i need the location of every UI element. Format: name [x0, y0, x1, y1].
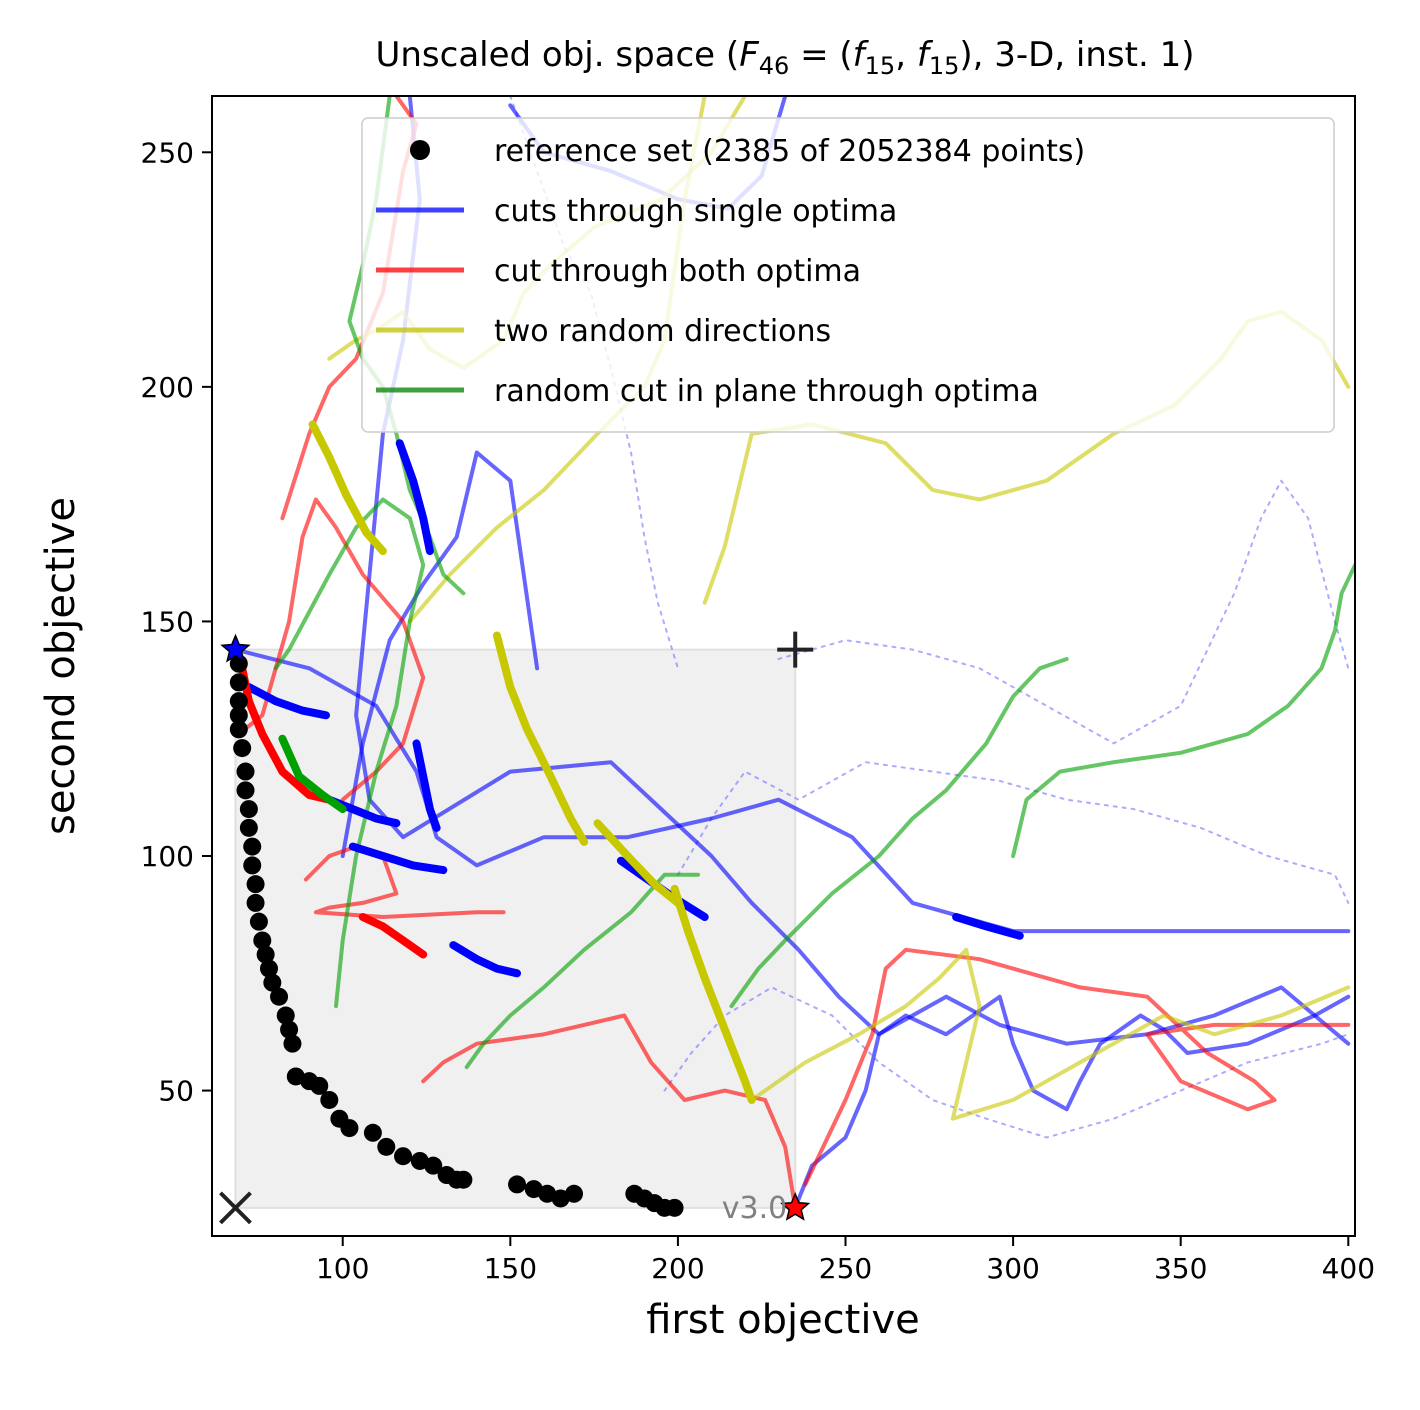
reference-point: [233, 739, 252, 758]
reference-point: [565, 1184, 584, 1203]
ideal-point-marker: [219, 1191, 252, 1225]
series-line: [348, 842, 448, 875]
series-line: [464, 872, 700, 1070]
reference-point: [236, 762, 255, 781]
legend-label: random cut in plane through optima: [494, 374, 1039, 409]
reference-point: [508, 1175, 527, 1194]
series-line: [449, 941, 521, 978]
reference-point: [424, 1156, 443, 1175]
series-line: [492, 631, 589, 846]
y-tick-label: 150: [141, 605, 194, 638]
series-line: [412, 739, 441, 832]
axes-frame: [211, 95, 1356, 1237]
x-tick-label: 300: [986, 1252, 1039, 1285]
reference-point: [239, 800, 258, 819]
reference-point: [236, 781, 255, 800]
y-axis: 50 100 150 200 250: [141, 136, 212, 1108]
series-line: [273, 497, 426, 1009]
chart-title: Unscaled obj. space (F46 = (f15, f15), 3…: [375, 35, 1194, 80]
reference-point: [270, 987, 289, 1006]
nadir-point-marker: [777, 631, 814, 668]
reference-point: [320, 1090, 339, 1109]
legend-label: cuts through single optima: [494, 194, 897, 229]
series-line: [395, 439, 434, 556]
series-line: [803, 947, 1351, 1187]
series-line: [1011, 563, 1355, 858]
dominated-region: [234, 648, 797, 1209]
x-tick-label: 250: [819, 1252, 872, 1285]
reference-point: [253, 931, 272, 950]
reference-point: [394, 1147, 413, 1166]
x-tick-label: 350: [1154, 1252, 1207, 1285]
reference-point: [246, 875, 265, 894]
legend: reference set (2385 of 2052384 points) cu…: [361, 117, 1335, 433]
series-line: [670, 884, 756, 1104]
y-axis-title: second objective: [38, 497, 84, 835]
series-line: [777, 479, 1350, 745]
legend-label: two random directions: [494, 314, 831, 349]
version-annotation: v3.0: [722, 1191, 787, 1226]
reference-point: [249, 912, 268, 931]
reference-point: [246, 893, 265, 912]
series-line: [354, 96, 1351, 1046]
series-line: [308, 420, 387, 556]
series-line: [236, 497, 426, 802]
reference-point: [243, 837, 262, 856]
optimum-2-marker: [780, 1191, 811, 1221]
x-tick-label: 100: [316, 1252, 369, 1285]
series-line: [238, 664, 334, 804]
reference-point: [665, 1198, 684, 1217]
reference-point: [454, 1170, 473, 1189]
legend-label: cut through both optima: [494, 254, 861, 289]
x-axis: 100 150 200 250 300 350 400: [316, 1236, 1375, 1285]
reference-point: [363, 1123, 382, 1142]
series-line: [278, 734, 347, 814]
reference-point: [377, 1137, 396, 1156]
legend-marker: [410, 140, 430, 160]
y-tick-label: 50: [158, 1075, 194, 1108]
x-tick-label: 200: [651, 1252, 704, 1285]
reference-point: [256, 945, 275, 964]
reference-point: [340, 1119, 359, 1138]
legend-label: reference set (2385 of 2052384 points): [494, 134, 1085, 169]
y-tick-label: 100: [141, 840, 194, 873]
optimum-1-marker: [220, 633, 251, 663]
series-line: [952, 913, 1024, 940]
series-line: [421, 1013, 798, 1210]
reference-point: [310, 1076, 329, 1095]
reference-point: [239, 818, 258, 837]
reference-point: [229, 692, 248, 711]
series-line: [749, 947, 1351, 1121]
series-line: [244, 683, 330, 720]
series-line: [663, 986, 1350, 1139]
series-line: [593, 819, 682, 907]
reference-point: [229, 720, 248, 739]
reference-point: [280, 1020, 299, 1039]
y-tick-label: 200: [141, 371, 194, 404]
series-line: [729, 657, 1069, 1009]
y-tick-label: 250: [141, 136, 194, 169]
reference-point: [283, 1034, 302, 1053]
reference-point: [259, 959, 278, 978]
series-line: [676, 761, 1350, 904]
series-line: [303, 844, 506, 919]
series-line: [233, 647, 1351, 934]
x-tick-label: 400: [1322, 1252, 1375, 1285]
x-axis-title: first objective: [646, 1297, 920, 1343]
reference-point: [229, 706, 248, 725]
reference-point: [263, 973, 282, 992]
reference-point: [243, 856, 262, 875]
reference-point: [229, 673, 248, 692]
series-line: [358, 913, 428, 959]
legend-box: [361, 117, 1335, 433]
reference-point: [276, 1006, 295, 1025]
x-tick-label: 150: [484, 1252, 537, 1285]
